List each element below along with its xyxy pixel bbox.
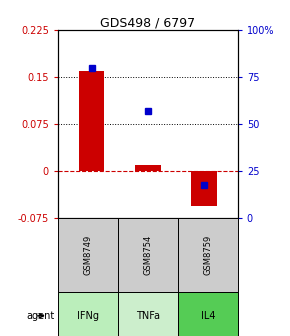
Text: IFNg: IFNg [77,311,99,321]
Bar [135,165,161,171]
Text: GSM8754: GSM8754 [143,235,153,276]
Bar [79,71,104,171]
Text: TNFa: TNFa [136,311,160,321]
Text: IL4: IL4 [201,311,215,321]
Text: agent: agent [27,311,55,321]
Text: GSM8749: GSM8749 [84,235,93,276]
Text: GSM8759: GSM8759 [203,235,212,276]
Bar [191,171,217,206]
Title: GDS498 / 6797: GDS498 / 6797 [100,16,195,29]
